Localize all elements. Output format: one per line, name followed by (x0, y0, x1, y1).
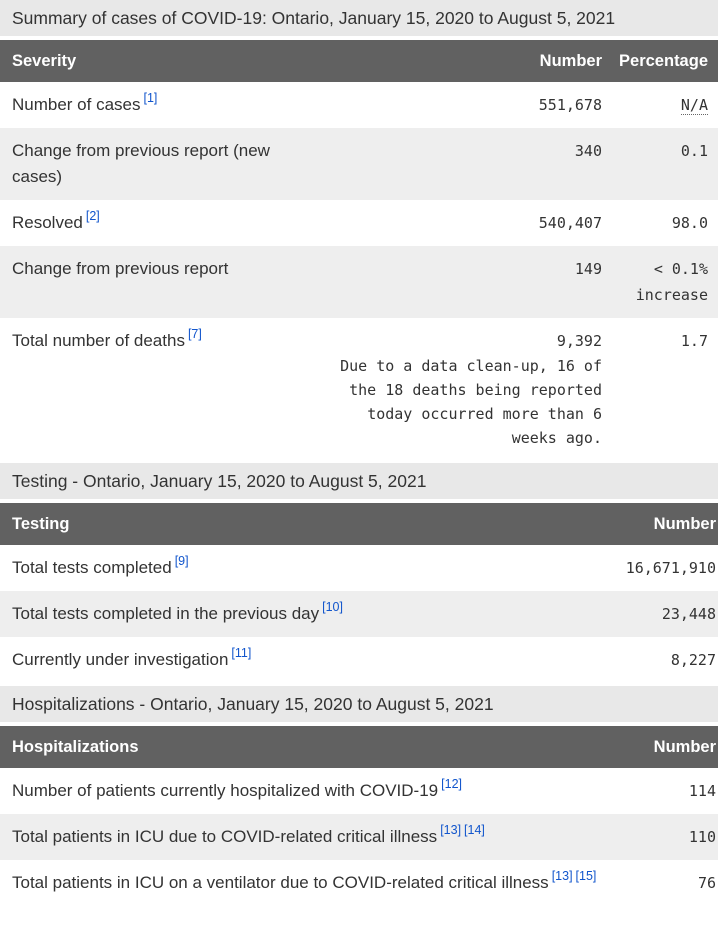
table-row: Total number of deaths [7] 9,392 Due to a d… (0, 318, 718, 460)
summary-table-header-row: Severity Number Percentage (0, 40, 718, 82)
cell-percentage: < 0.1% increase (635, 260, 708, 304)
cell-number: 8,227 (606, 637, 718, 683)
number-value: 149 (574, 260, 602, 278)
col-header-number: Number (318, 40, 604, 82)
number-value: 8,227 (670, 651, 716, 669)
cell-number: 9,392 Due to a data clean-up, 16 of the 1… (318, 318, 604, 460)
footnote-sup: [1] (144, 91, 158, 105)
row-label: Currently under investigation [11] (12, 646, 252, 669)
number-value: 9,392 (556, 332, 602, 350)
cell-number: 16,671,910 (606, 545, 718, 591)
table-row: Total patients in ICU due to COVID-relat… (0, 814, 718, 860)
row-label: Number of patients currently hospitalize… (12, 777, 462, 800)
table-row: Currently under investigation [11] 8,227 (0, 637, 718, 683)
hospitalizations-section: Hospitalizations - Ontario, January 15, … (0, 686, 718, 906)
footnote-link[interactable]: [14] (464, 823, 485, 838)
row-label: Change from previous report (12, 259, 229, 278)
footnote-sup: [10] (322, 600, 343, 614)
table-row: Change from previous report (new cases) 3… (0, 128, 718, 200)
row-label: Total number of deaths [7] (12, 327, 202, 350)
row-label: Number of cases [1] (12, 91, 158, 114)
testing-table: Testing Number Total tests completed [9] 1… (0, 503, 718, 683)
summary-section: Summary of cases of COVID-19: Ontario, J… (0, 0, 718, 460)
footnote-link[interactable]: [1] (143, 91, 158, 106)
cell-number: 540,407 (318, 200, 604, 246)
testing-section-title: Testing - Ontario, January 15, 2020 to A… (0, 463, 718, 499)
cell-percentage: 1.7 (680, 332, 708, 350)
col-header-number: Number (606, 726, 718, 768)
row-label: Total tests completed [9] (12, 554, 189, 577)
number-value: 551,678 (538, 96, 602, 114)
footnote-link[interactable]: [10] (322, 600, 343, 615)
table-row: Total patients in ICU on a ventilator du… (0, 860, 718, 906)
footnote-sup: [11] (231, 646, 251, 660)
table-row: Number of cases [1] 551,678 N/A (0, 82, 718, 128)
footnote-link[interactable]: [13] (440, 823, 462, 838)
row-label: Total tests completed in the previous da… (12, 600, 343, 623)
hospitalizations-section-title: Hospitalizations - Ontario, January 15, … (0, 686, 718, 722)
footnote-sup: [13] (552, 869, 573, 883)
table-row: Resolved [2] 540,407 98.0 (0, 200, 718, 246)
summary-table-body: Number of cases [1] 551,678 N/A Change from … (0, 82, 718, 460)
hospitalizations-table-body: Number of patients currently hospitalize… (0, 768, 718, 906)
hospitalizations-table-header-row: Hospitalizations Number (0, 726, 718, 768)
table-row: Number of patients currently hospitalize… (0, 768, 718, 814)
footnote-sup: [14] (464, 823, 485, 837)
footnote-link[interactable]: [2] (85, 209, 100, 224)
footnote-sup: [13] (440, 823, 461, 837)
number-value: 340 (574, 142, 602, 160)
cell-percentage: 0.1 (680, 142, 708, 160)
row-label: Change from previous report (new cases) (12, 141, 270, 186)
not-applicable-abbr: N/A (680, 96, 708, 115)
cell-number: 340 (318, 128, 604, 200)
table-row: Change from previous report 149 < 0.1% inc… (0, 246, 718, 318)
footnote-link[interactable]: [7] (187, 327, 202, 342)
number-value: 16,671,910 (625, 559, 716, 577)
hospitalizations-table: Hospitalizations Number Number of patien… (0, 726, 718, 906)
testing-table-header-row: Testing Number (0, 503, 718, 545)
row-label: Resolved [2] (12, 209, 100, 232)
summary-table: Severity Number Percentage Number of cas… (0, 40, 718, 460)
cell-number: 114 (606, 768, 718, 814)
col-header-hospitalizations: Hospitalizations (0, 726, 606, 768)
row-label: Total patients in ICU due to COVID-relat… (12, 823, 485, 846)
footnote-sup: [7] (188, 327, 202, 341)
cell-number: 551,678 (318, 82, 604, 128)
footnote-link[interactable]: [15] (575, 869, 597, 884)
footnote-link[interactable]: [13] (551, 869, 573, 884)
table-row: Total tests completed in the previous da… (0, 591, 718, 637)
number-value: 540,407 (538, 214, 602, 232)
col-header-testing: Testing (0, 503, 606, 545)
number-value: 23,448 (661, 605, 716, 623)
table-row: Total tests completed [9] 16,671,910 (0, 545, 718, 591)
col-header-percentage: Percentage (604, 40, 718, 82)
cell-percentage: N/A (604, 82, 718, 128)
cell-number: 76 (606, 860, 718, 906)
number-value: 114 (688, 782, 716, 800)
footnote-link[interactable]: [11] (231, 646, 252, 661)
footnote-sup: [9] (175, 554, 189, 568)
number-note: Due to a data clean-up, 16 of the 18 dea… (340, 357, 602, 447)
footnote-sup: [12] (441, 777, 462, 791)
col-header-severity: Severity (0, 40, 318, 82)
number-value: 76 (697, 874, 716, 892)
testing-section: Testing - Ontario, January 15, 2020 to A… (0, 463, 718, 683)
cell-percentage: 98.0 (671, 214, 708, 232)
number-value: 110 (688, 828, 716, 846)
footnote-link[interactable]: [9] (174, 554, 189, 569)
cell-number: 110 (606, 814, 718, 860)
row-label: Total patients in ICU on a ventilator du… (12, 869, 597, 892)
cell-number: 149 (318, 246, 604, 318)
cell-number: 23,448 (606, 591, 718, 637)
summary-section-title: Summary of cases of COVID-19: Ontario, J… (0, 0, 718, 36)
testing-table-body: Total tests completed [9] 16,671,910 Total … (0, 545, 718, 683)
footnote-link[interactable]: [12] (441, 777, 462, 792)
col-header-number: Number (606, 503, 718, 545)
footnote-sup: [2] (86, 209, 100, 223)
footnote-sup: [15] (576, 869, 597, 883)
